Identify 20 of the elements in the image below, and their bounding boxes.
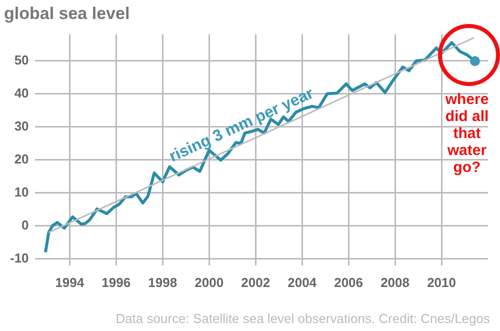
x-tick-label: 1996 [102,274,131,290]
annotation: where did all that water go? [444,90,489,176]
y-tick-label: 0 [22,217,29,232]
annotation: rising 3 mm per year [166,85,316,166]
x-tick-label: 2008 [380,274,410,290]
y-tick-label: -10 [10,250,29,266]
x-tick-label: 1998 [148,274,178,290]
x-tick-label: 2006 [334,274,364,290]
x-tick-label: 2000 [194,274,224,290]
y-tick-label: 30 [14,118,29,134]
y-tick-label: 20 [14,151,29,166]
y-tick-label: 10 [14,184,29,200]
chart-title: global sea level [4,4,130,23]
x-tick-label: 2002 [241,274,270,290]
x-tick-label: 2010 [427,274,456,290]
x-tick-label: 1994 [55,274,85,290]
source-note: Data source: Satellite sea level observations. Credit: Cnes/Legos [116,311,490,326]
y-tick-label: 50 [14,52,29,68]
y-tick-label: 40 [14,85,29,100]
x-tick-label: 2004 [288,274,318,290]
